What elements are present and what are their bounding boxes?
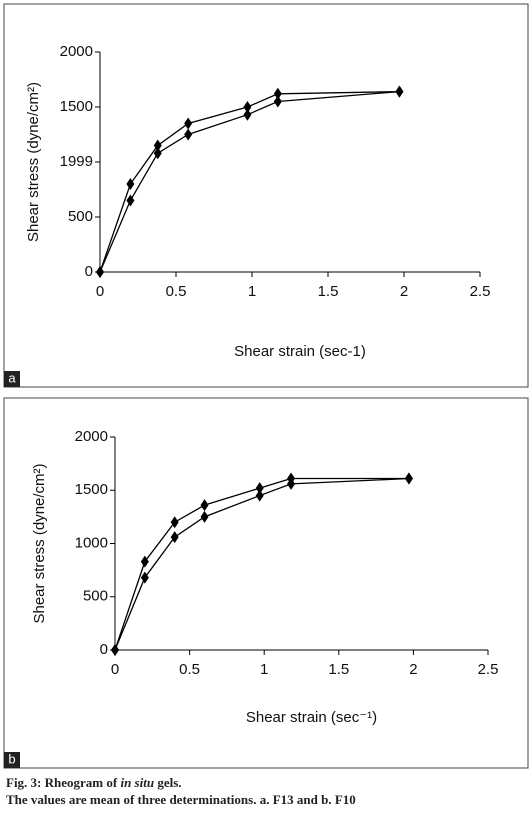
data-point [287, 477, 296, 490]
caption: Fig. 3: Rheogram of in situ gels. The va… [6, 774, 356, 808]
data-point [126, 194, 135, 207]
data-point [170, 516, 179, 529]
data-point [200, 510, 209, 523]
x-tick-label: 2 [409, 661, 417, 678]
data-point [140, 571, 149, 584]
data-point [170, 531, 179, 544]
caption-title: Fig. 3: Rheogram of [6, 775, 121, 790]
y-tick-label: 500 [68, 208, 93, 225]
caption-title: in situ [120, 775, 155, 790]
x-tick-label: 2 [400, 283, 408, 300]
x-tick-label: 1 [260, 661, 268, 678]
y-tick-label: 2000 [75, 428, 108, 445]
y-tick-label: 1500 [60, 98, 93, 115]
y-axis-label: Shear stress (dyne/cm²) [31, 463, 48, 623]
data-point [200, 499, 209, 512]
series-line [99, 90, 400, 273]
series-line [114, 477, 409, 651]
data-point [255, 482, 264, 495]
series-line [99, 90, 400, 273]
panel-label: b [8, 751, 15, 766]
x-axis-label: Shear strain (sec-1) [234, 343, 366, 360]
x-tick-label: 1.5 [328, 661, 349, 678]
y-tick-label: 1500 [75, 481, 108, 498]
data-point [273, 95, 282, 108]
x-tick-label: 1.5 [318, 283, 339, 300]
x-tick-label: 0 [96, 283, 104, 300]
y-tick-label: 0 [100, 641, 108, 658]
data-point [243, 101, 252, 113]
data-point [153, 147, 162, 160]
data-point [96, 266, 104, 278]
data-point [404, 472, 413, 485]
data-point [184, 117, 193, 130]
data-point [111, 644, 119, 656]
data-point [153, 139, 162, 152]
x-axis-label: Shear strain (sec⁻¹) [246, 709, 377, 726]
caption-title: gels. [154, 775, 182, 790]
caption-note: The values are mean of three determinati… [6, 792, 356, 807]
y-tick-label: 1000 [75, 534, 108, 551]
y-tick-label: 500 [83, 588, 108, 605]
y-tick-label: 2000 [60, 43, 93, 60]
x-tick-label: 2.5 [470, 283, 491, 300]
x-tick-label: 2.5 [478, 661, 499, 678]
data-point [273, 87, 282, 100]
panel-frame [3, 397, 529, 769]
x-tick-label: 0 [111, 661, 119, 678]
panel-label-box [4, 371, 20, 387]
data-point [140, 555, 149, 568]
y-axis-label: Shear stress (dyne/cm²) [25, 82, 42, 242]
panel-label: a [8, 370, 16, 385]
y-tick-label: 0 [85, 263, 93, 280]
y-tick-label: 1999 [60, 153, 93, 170]
data-point [126, 178, 135, 190]
panel-label-box [4, 752, 20, 768]
series-line [114, 477, 409, 651]
data-point [395, 85, 404, 98]
data-point [255, 489, 264, 502]
x-tick-label: 0.5 [166, 283, 187, 300]
data-point [243, 108, 252, 121]
x-tick-label: 1 [248, 283, 256, 300]
x-tick-label: 0.5 [179, 661, 200, 678]
panel-frame [3, 3, 529, 388]
data-point [184, 128, 193, 141]
